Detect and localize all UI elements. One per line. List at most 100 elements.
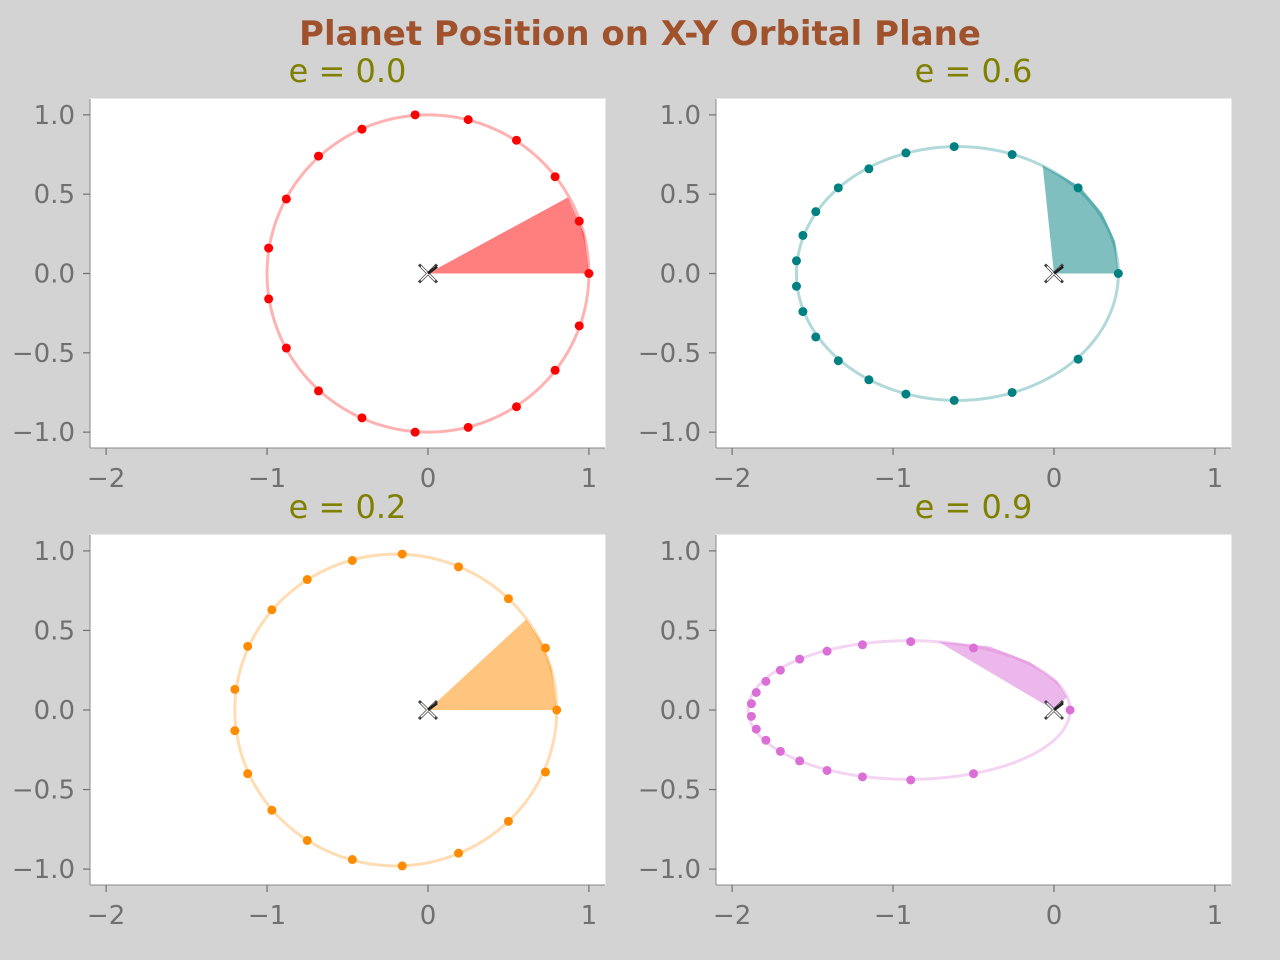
planet-position-marker — [1065, 705, 1075, 715]
planet-position-marker — [410, 427, 420, 437]
planet-position-marker — [264, 243, 274, 253]
y-tick-label: −0.5 — [638, 776, 701, 806]
planet-position-marker — [901, 389, 911, 399]
planet-position-marker — [775, 746, 785, 756]
planet-position-marker — [1007, 150, 1017, 160]
subplot-grid: e = 0.0−2 −1 0 1−1.0−0.50.00.51.0e = 0.6−2−… — [12, 52, 1232, 931]
planet-position-marker — [230, 684, 240, 694]
planet-position-marker — [243, 769, 253, 779]
focus-marker — [417, 263, 439, 284]
planet-position-marker — [511, 135, 521, 145]
figure-title: Planet Position on X-Y Orbital Plane — [299, 14, 981, 54]
planet-position-marker — [775, 665, 785, 675]
x-tick-label: −2 — [713, 901, 751, 931]
planet-position-marker — [791, 256, 801, 266]
planet-position-marker — [397, 549, 407, 559]
planet-position-marker — [857, 640, 867, 650]
velocity-arrow — [1053, 265, 1064, 275]
planet-position-marker — [281, 194, 291, 204]
plot-area — [715, 534, 1232, 886]
planet-position-marker — [454, 562, 464, 572]
y-tick-label: −0.5 — [638, 339, 701, 369]
planet-position-marker — [347, 855, 357, 865]
planet-position-marker — [833, 183, 843, 193]
planet-position-marker — [540, 643, 550, 653]
focus-marker — [1043, 699, 1065, 721]
planet-position-marker — [574, 216, 584, 226]
x-tick-label: −1 — [874, 464, 912, 494]
x-tick-label: −1 — [248, 464, 286, 494]
subplot-3: e = 0.2 −2 −1 0 1 −1.0 −0.5 0.0 0.5 1.0 — [12, 488, 606, 931]
plot-area — [715, 98, 1232, 449]
y-tick-label: 0.5 — [660, 616, 701, 646]
planet-position-marker — [302, 575, 312, 585]
y-tick-label: 0.5 — [34, 616, 75, 646]
subplot-title: e = 0.2 — [289, 488, 407, 526]
planet-position-marker — [864, 164, 874, 174]
velocity-arrow — [1053, 701, 1064, 712]
y-tick-label: −1.0 — [12, 418, 75, 448]
planet-position-marker — [949, 395, 959, 405]
subplot-2: e = 0.6 −2 −1 0 1 −1.0 −0.5 0.0 0.5 1.0 — [638, 52, 1232, 494]
x-tick-label: 0 — [1046, 901, 1063, 931]
y-tick-label: 0.0 — [34, 696, 75, 726]
planet-position-marker — [511, 402, 521, 412]
planet-position-marker — [454, 848, 464, 858]
y-tick-label: −1.0 — [638, 855, 701, 885]
planet-position-marker — [357, 413, 367, 423]
y-tick-label: 0.5 — [660, 180, 701, 210]
y-tick-label: −1.0 — [638, 418, 701, 448]
x-tick-label: −2 — [87, 901, 125, 931]
y-tick-label: −0.5 — [12, 339, 75, 369]
y-tick-label: 0.0 — [660, 696, 701, 726]
planet-position-marker — [550, 365, 560, 375]
x-tick-label: 1 — [1207, 901, 1224, 931]
planet-position-marker — [969, 643, 978, 653]
x-tick-label: −2 — [713, 464, 751, 494]
velocity-arrow — [427, 265, 438, 275]
planet-position-marker — [1113, 269, 1123, 278]
planet-position-marker — [550, 172, 560, 182]
subplot-4: e = 0.9 −2 −1 0 1 −1.0 −0.5 0.0 0.5 1.0 — [638, 488, 1232, 931]
focus-marker — [1043, 263, 1065, 284]
planet-position-marker — [811, 207, 821, 217]
orbit-path — [794, 145, 1120, 402]
y-tick-label: 1.0 — [660, 537, 701, 567]
x-tick-label: 1 — [1207, 464, 1224, 494]
subplot-title: e = 0.6 — [915, 52, 1033, 90]
swept-area-wedge — [938, 641, 1067, 710]
planet-position-marker — [264, 294, 274, 304]
planet-position-marker — [314, 151, 324, 161]
planet-position-marker — [503, 594, 513, 604]
subplot-title: e = 0.0 — [289, 52, 407, 90]
planet-position-marker — [410, 110, 420, 120]
planet-position-marker — [795, 756, 805, 766]
planet-position-marker — [503, 816, 513, 826]
swept-area-wedge — [427, 619, 557, 710]
planet-position-marker — [302, 835, 312, 845]
planet-position-marker — [1073, 183, 1083, 193]
planet-position-marker — [1007, 387, 1017, 397]
planet-position-marker — [1073, 354, 1083, 364]
x-tick-label: −2 — [87, 464, 125, 494]
y-tick-label: 0.0 — [660, 260, 701, 290]
planet-position-marker — [463, 115, 473, 125]
planet-position-marker — [811, 332, 821, 342]
planet-position-marker — [906, 637, 916, 647]
planet-position-marker — [230, 726, 240, 736]
planet-position-marker — [751, 688, 761, 697]
subplot-1: e = 0.0 −2 −1 0 1 −1.0 −0.5 0.0 0.5 1.0 — [12, 52, 606, 494]
swept-area-wedge — [1042, 165, 1119, 274]
planet-position-marker — [584, 269, 594, 278]
x-tick-label: 0 — [1046, 464, 1063, 494]
planet-position-marker — [864, 375, 874, 385]
planet-position-marker — [906, 775, 916, 785]
planet-position-marker — [761, 735, 771, 745]
planet-position-marker — [552, 705, 562, 715]
y-tick-label: 0.0 — [34, 260, 75, 290]
y-tick-label: −0.5 — [12, 776, 75, 806]
orbit-path — [233, 552, 559, 868]
planet-position-marker — [281, 343, 291, 353]
y-tick-label: 0.5 — [34, 180, 75, 210]
y-tick-label: −1.0 — [12, 855, 75, 885]
